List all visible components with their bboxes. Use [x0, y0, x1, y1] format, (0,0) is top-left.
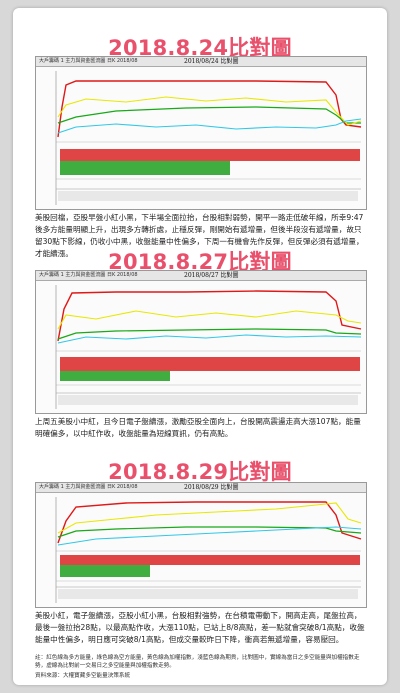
- long-energy-line: [57, 290, 362, 342]
- chart-header: 大戶籌碼 1 主力與資金匯流圖 日K 2018/08 2018/08/29 比對…: [36, 483, 366, 493]
- short-energy-line: [57, 328, 362, 340]
- section-title-0829: 2018.8.29比對圖: [108, 460, 292, 484]
- index-line: [57, 310, 362, 330]
- chart-plot: [36, 493, 366, 607]
- short-energy-line: [57, 106, 361, 124]
- short-energy-line: [57, 526, 362, 538]
- volume-bars: [60, 555, 360, 577]
- footnote: 註：紅色線為多方能量，綠色線為空方能量，黃色線為加權指數，淺藍色線為期貨，比對圖…: [35, 655, 360, 669]
- chart-plot: [36, 281, 366, 413]
- description-0829: 美股小紅，電子盤續漲，亞股小紅小黑，台股相對強勢，在台積電帶動下，開高走高，尾盤…: [35, 611, 365, 644]
- description-0824: 美股回檔，亞股早盤小紅小黑，下半場全面拉抬，台股相對弱勢，開平一路走低破年線，所…: [35, 213, 364, 258]
- source-note: 資料來源：大權寶藏多空能量決策系統: [35, 673, 131, 679]
- chart-0829: 大戶籌碼 1 主力與資金匯流圖 日K 2018/08 2018/08/29 比對…: [35, 482, 367, 608]
- futures-line: [57, 526, 362, 546]
- index-line: [57, 96, 362, 126]
- chart-header: 大戶籌碼 1 主力與資金匯流圖 日K 2018/08 2018/08/27 比對…: [36, 271, 366, 281]
- chart-date: 2018/08/27 比對圖: [184, 272, 239, 279]
- futures-line: [57, 334, 362, 344]
- chart-header-text: 大戶籌碼 1 主力與資金匯流圖 日K 2018/08: [39, 484, 138, 490]
- chart-header: 大戶籌碼 1 主力與資金匯流圖 日K 2018/08 2018/08/24 比對…: [36, 57, 366, 67]
- infographic-card: 2018.8.24比對圖 大戶籌碼 1 主力與資金匯流圖 日K 2018/08 …: [13, 8, 387, 685]
- chart-date: 2018/08/24 比對圖: [184, 58, 239, 65]
- chart-plot: [36, 67, 366, 209]
- chart-0824: 大戶籌碼 1 主力與資金匯流圖 日K 2018/08 2018/08/24 比對…: [35, 56, 367, 210]
- volume-bars: [60, 357, 360, 381]
- chart-date: 2018/08/29 比對圖: [184, 484, 239, 491]
- chart-header-text: 大戶籌碼 1 主力與資金匯流圖 日K 2018/08: [39, 58, 138, 64]
- long-energy-line: [57, 501, 362, 544]
- description-0827: 上周五美股小中紅，且今日電子盤續漲，激勵亞股全面向上，台股開高震盪走高大漲107…: [35, 417, 361, 438]
- volume-bars: [60, 149, 360, 175]
- chart-0827: 大戶籌碼 1 主力與資金匯流圖 日K 2018/08 2018/08/27 比對…: [35, 270, 367, 414]
- index-line: [57, 502, 362, 534]
- futures-line: [57, 118, 362, 134]
- chart-header-text: 大戶籌碼 1 主力與資金匯流圖 日K 2018/08: [39, 272, 138, 278]
